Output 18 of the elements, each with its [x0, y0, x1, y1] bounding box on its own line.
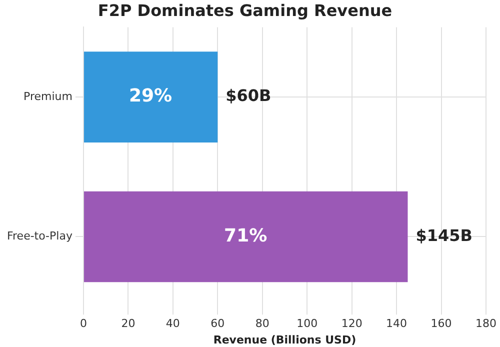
x-tick-label: 180	[476, 317, 496, 330]
x-tick-label: 120	[341, 317, 362, 330]
x-axis-title: Revenue (Billions USD)	[213, 333, 356, 346]
x-tick-label: 60	[210, 317, 225, 330]
annotation: 29%	[129, 86, 172, 107]
x-tick-label: 40	[166, 317, 180, 330]
data-label: $145B	[416, 226, 472, 245]
x-tick-label: 160	[430, 317, 452, 330]
x-tick-label: 0	[80, 317, 87, 330]
x-tick-label: 140	[386, 317, 408, 330]
x-tick-label: 100	[296, 317, 318, 330]
chart-title: F2P Dominates Gaming Revenue	[98, 0, 392, 20]
y-tick-label: Premium	[24, 90, 72, 103]
x-tick-label: 20	[121, 317, 136, 330]
data-label: $60B	[226, 86, 272, 106]
annotation: 71%	[224, 225, 268, 246]
y-tick-label: Free-to-Play	[7, 230, 73, 243]
x-tick-label: 80	[255, 317, 270, 330]
